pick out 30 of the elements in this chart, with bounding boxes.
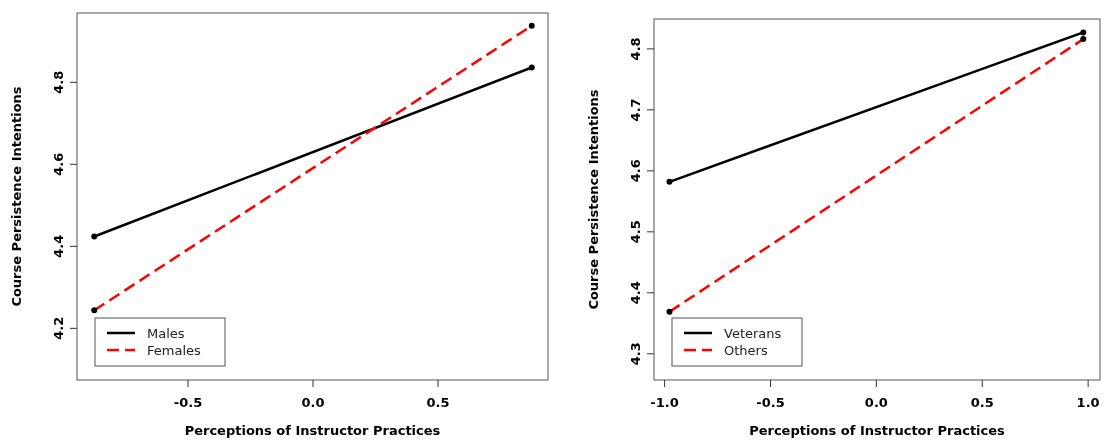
x-axis-title: Perceptions of Instructor Practices [749, 423, 1006, 438]
y-tick-label: 4.7 [628, 98, 643, 122]
y-tick-label: 4.3 [628, 342, 643, 366]
y-tick-label: 4.8 [628, 37, 643, 61]
legend-label: Males [147, 325, 185, 341]
point [91, 233, 98, 240]
y-tick-label: 4.6 [628, 159, 643, 183]
x-tick-label: 0.0 [864, 395, 888, 410]
legend-label: Veterans [724, 325, 782, 341]
x-tick-label: 0.5 [970, 395, 994, 410]
y-tick-label: 4.6 [51, 152, 66, 176]
x-tick-label: -1.0 [650, 395, 679, 410]
x-axis-title: Perceptions of Instructor Practices [184, 423, 441, 438]
point [528, 64, 535, 71]
y-tick-label: 4.4 [628, 281, 643, 305]
y-tick-label: 4.5 [628, 220, 643, 244]
point [666, 178, 673, 185]
x-tick-label: -0.5 [173, 395, 203, 410]
point [1080, 29, 1087, 36]
y-axis-title: Course Persistence Intentions [586, 89, 601, 310]
y-tick-label: 4.8 [51, 70, 66, 94]
y-tick-label: 4.2 [51, 316, 66, 340]
x-tick-label: 1.0 [1076, 395, 1100, 410]
x-tick-label: 0.0 [301, 395, 325, 410]
y-tick-label: 4.4 [51, 234, 66, 258]
legend-label: Others [724, 342, 768, 358]
x-tick-label: -0.5 [756, 395, 785, 410]
y-axis-title: Course Persistence Intentions [9, 86, 24, 307]
legend-label: Females [147, 342, 201, 358]
x-tick-label: 0.5 [426, 395, 450, 410]
